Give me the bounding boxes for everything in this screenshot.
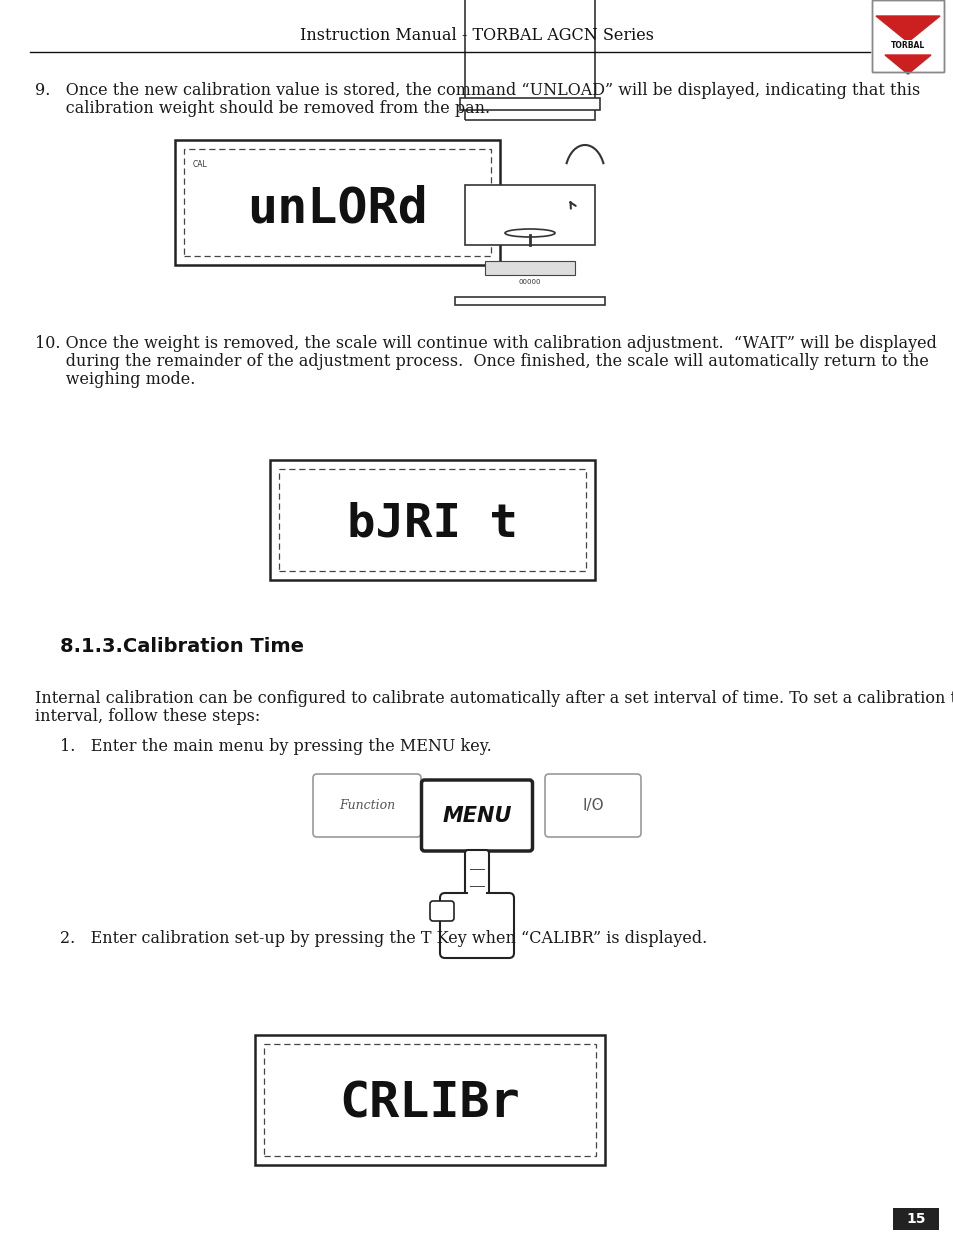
Bar — [892, 1208, 938, 1230]
Bar — [455, 296, 604, 305]
Bar — [464, 0, 595, 120]
Text: 2.   Enter calibration set-up by pressing the T Key when “CALIBR” is displayed.: 2. Enter calibration set-up by pressing … — [60, 930, 706, 947]
FancyBboxPatch shape — [254, 1035, 604, 1165]
Bar — [440, 906, 449, 918]
Text: calibration weight should be removed from the pan.: calibration weight should be removed fro… — [35, 100, 490, 117]
Bar — [484, 261, 575, 275]
Bar — [468, 890, 485, 902]
Polygon shape — [884, 56, 930, 74]
Text: during the remainder of the adjustment process.  Once finished, the scale will a: during the remainder of the adjustment p… — [35, 353, 928, 370]
Bar — [464, 185, 595, 245]
FancyBboxPatch shape — [174, 140, 499, 266]
FancyBboxPatch shape — [464, 850, 489, 906]
Text: 15: 15 — [905, 1212, 924, 1226]
Bar — [875, 40, 939, 52]
Text: Internal calibration can be configured to calibrate automatically after a set in: Internal calibration can be configured t… — [35, 690, 953, 706]
Text: 1.   Enter the main menu by pressing the MENU key.: 1. Enter the main menu by pressing the M… — [60, 739, 491, 755]
FancyBboxPatch shape — [439, 893, 514, 958]
FancyBboxPatch shape — [313, 774, 420, 837]
Text: 8.1.3.Calibration Time: 8.1.3.Calibration Time — [60, 637, 304, 656]
Text: 9.   Once the new calibration value is stored, the command “UNLOAD” will be disp: 9. Once the new calibration value is sto… — [35, 82, 920, 99]
FancyBboxPatch shape — [421, 781, 532, 851]
Polygon shape — [875, 16, 939, 42]
Bar — [264, 1044, 596, 1156]
Text: Function: Function — [338, 799, 395, 811]
Text: I/ʘ: I/ʘ — [581, 798, 603, 813]
Text: weighing mode.: weighing mode. — [35, 370, 195, 388]
Bar — [278, 469, 585, 571]
FancyBboxPatch shape — [871, 0, 943, 72]
Text: bJRI t: bJRI t — [347, 501, 517, 547]
Text: 00000: 00000 — [518, 279, 540, 285]
Text: interval, follow these steps:: interval, follow these steps: — [35, 708, 260, 725]
Text: 10. Once the weight is removed, the scale will continue with calibration adjustm: 10. Once the weight is removed, the scal… — [35, 335, 936, 352]
Ellipse shape — [504, 228, 555, 237]
Text: CAL: CAL — [193, 161, 208, 169]
FancyBboxPatch shape — [430, 902, 454, 921]
FancyBboxPatch shape — [270, 459, 595, 580]
Text: MENU: MENU — [442, 805, 511, 825]
Text: unLORd: unLORd — [247, 184, 428, 232]
Bar — [184, 149, 491, 256]
Bar — [459, 98, 599, 110]
FancyBboxPatch shape — [544, 774, 640, 837]
Text: CRLIBr: CRLIBr — [339, 1079, 519, 1128]
Text: TORBAL: TORBAL — [890, 42, 924, 51]
Text: Instruction Manual - TORBAL AGCN Series: Instruction Manual - TORBAL AGCN Series — [299, 26, 654, 43]
